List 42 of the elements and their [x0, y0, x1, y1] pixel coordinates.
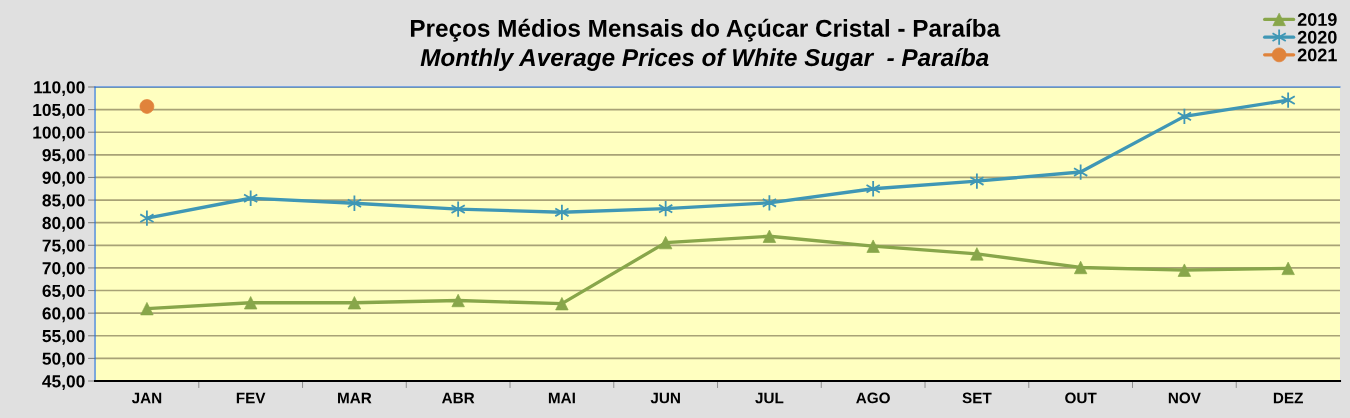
chart-title: Preços Médios Mensais do Açúcar Cristal - Paraíba — [410, 18, 1001, 42]
legend-label: 2019 — [1297, 13, 1337, 26]
y-tick-label: 110,00 — [34, 81, 85, 96]
point — [450, 200, 466, 218]
x-tick-label: MAI — [548, 392, 575, 404]
y-tick-label: 85,00 — [42, 194, 85, 210]
x-tick-label: JAN — [131, 392, 162, 404]
point — [1280, 91, 1296, 109]
y-tick-label: 90,00 — [42, 171, 85, 187]
y-tick-label: 70,00 — [42, 262, 85, 277]
x-tick-label: OUT — [1065, 392, 1097, 404]
chart-subtitle: Monthly Average Prices of White Sugar - Paraíba — [420, 48, 989, 71]
y-tick-label: 65,00 — [42, 284, 85, 300]
y-tick-label: 100,00 — [33, 126, 85, 142]
point — [243, 189, 259, 207]
y-tick-label: 55,00 — [42, 329, 85, 345]
y-tick-label: 50,00 — [42, 352, 85, 368]
x-tick-label: AGO — [856, 392, 890, 404]
point — [658, 200, 674, 218]
y-tick-label: 45,00 — [42, 375, 85, 390]
y-tick-label: 105,00 — [33, 103, 85, 119]
point — [139, 209, 155, 227]
x-tick-label: DEZ — [1273, 392, 1303, 404]
point — [865, 180, 881, 198]
x-tick-label: JUN — [650, 392, 680, 404]
point — [761, 194, 777, 212]
x-tick-label: ABR — [441, 392, 475, 404]
point — [969, 172, 985, 190]
point — [1176, 107, 1192, 125]
y-tick-label: 75,00 — [42, 239, 85, 255]
y-tick-label: 80,00 — [42, 216, 85, 232]
x-tick-label: NOV — [1168, 392, 1201, 404]
x-tick-label: JUL — [755, 392, 784, 404]
point — [1073, 163, 1089, 181]
legend-label: 2020 — [1297, 30, 1337, 44]
x-tick-label: SET — [962, 392, 992, 404]
point — [554, 203, 570, 221]
y-tick-label: 60,00 — [42, 307, 85, 323]
x-tick-label: FEV — [236, 392, 266, 404]
x-tick-label: MAR — [338, 392, 372, 404]
y-tick-label: 95,00 — [42, 149, 85, 164]
legend-label: 2021 — [1297, 48, 1337, 62]
